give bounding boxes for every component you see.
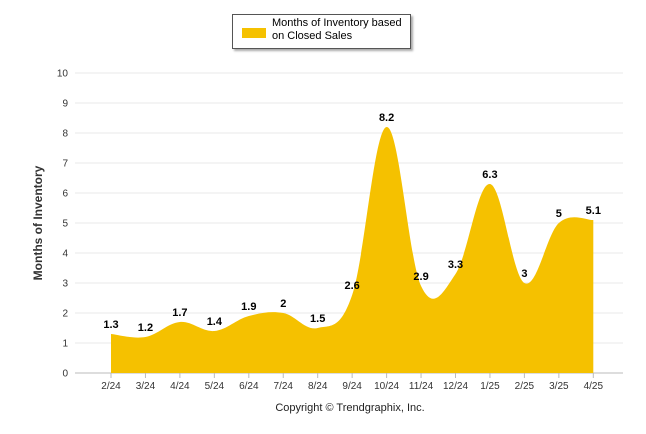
x-tick-label: 9/24: [342, 381, 362, 392]
y-tick-label: 8: [62, 129, 68, 140]
data-label: 1.3: [103, 319, 118, 331]
x-tick-label: 5/24: [205, 381, 225, 392]
data-label: 1.7: [172, 307, 187, 319]
x-tick-label: 3/25: [549, 381, 569, 392]
data-label: 1.2: [138, 322, 153, 334]
y-tick-label: 4: [62, 249, 68, 260]
data-label: 1.4: [207, 316, 223, 328]
data-label: 2.9: [413, 271, 428, 283]
x-tick-label: 10/24: [374, 381, 399, 392]
x-axis-ticks: 2/24 3/24 4/24 5/24 6/24 7/24 8/24 9/24 10/24 11/…: [101, 373, 603, 392]
data-label: 2: [280, 298, 286, 310]
x-tick-label: 8/24: [308, 381, 328, 392]
y-tick-label: 10: [57, 69, 69, 80]
y-tick-label: 0: [62, 369, 68, 380]
data-label: 8.2: [379, 112, 394, 124]
data-label: 6.3: [482, 169, 497, 181]
x-tick-label: 3/24: [136, 381, 156, 392]
y-axis-ticks: 0 1 2 3 4 5 6 7 8 9 10: [57, 69, 69, 380]
y-tick-label: 5: [62, 219, 68, 230]
x-tick-label: 4/24: [170, 381, 190, 392]
data-label: 2.6: [345, 280, 360, 292]
data-label: 1.9: [241, 301, 256, 313]
y-tick-label: 9: [62, 99, 68, 110]
x-tick-label: 7/24: [274, 381, 294, 392]
x-tick-label: 1/25: [480, 381, 500, 392]
series-area: [111, 126, 594, 374]
x-tick-label: 2/25: [515, 381, 535, 392]
x-tick-label: 11/24: [409, 381, 434, 392]
x-tick-label: 2/24: [101, 381, 121, 392]
legend: Months of Inventory based on Closed Sale…: [232, 14, 411, 49]
y-tick-label: 3: [62, 279, 68, 290]
copyright-text: Copyright © Trendgraphix, Inc.: [275, 402, 425, 414]
data-labels: 1.3 1.2 1.7 1.4 1.9 2 1.5 2.6 8.2 2.9 3.3 6.3 3 5 5.1: [103, 112, 601, 334]
data-label: 1.5: [310, 313, 325, 325]
data-label: 5.1: [586, 205, 601, 217]
x-tick-label: 6/24: [239, 381, 259, 392]
y-tick-label: 2: [62, 309, 68, 320]
x-tick-label: 12/24: [443, 381, 468, 392]
y-axis-label: Months of Inventory: [31, 165, 45, 280]
y-tick-label: 6: [62, 189, 68, 200]
legend-swatch: [242, 28, 266, 38]
data-label: 3.3: [448, 259, 463, 271]
y-tick-label: 1: [62, 339, 68, 350]
data-label: 5: [556, 208, 562, 220]
legend-label: Months of Inventory based on Closed Sale…: [272, 17, 402, 42]
data-label: 3: [521, 268, 527, 280]
x-tick-label: 4/25: [584, 381, 604, 392]
y-tick-label: 7: [62, 159, 68, 170]
